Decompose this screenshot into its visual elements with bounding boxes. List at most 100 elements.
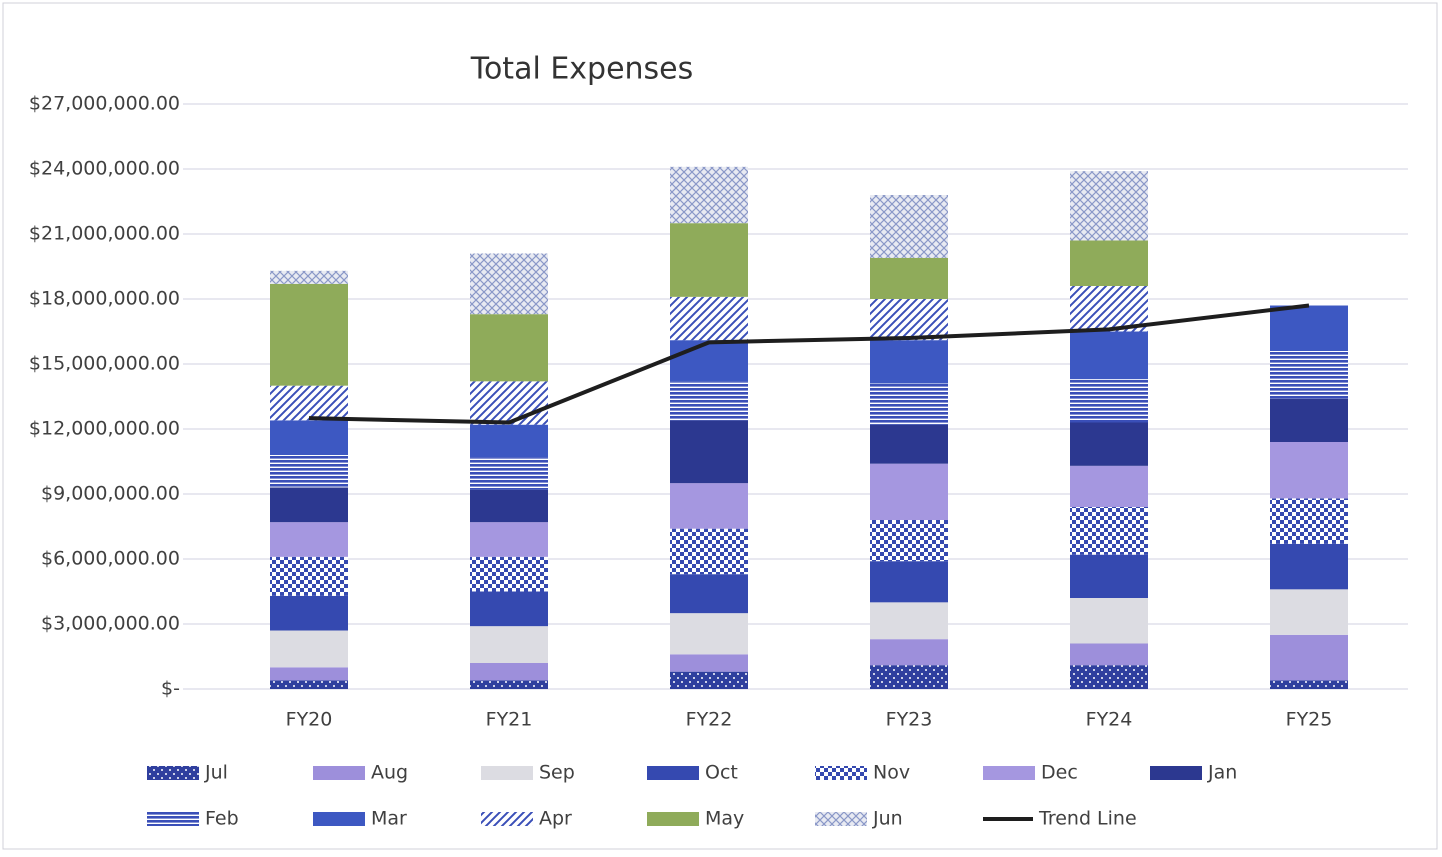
bar-segment	[870, 383, 948, 425]
bar-segment	[270, 630, 348, 668]
legend-swatch	[815, 812, 867, 826]
y-tick-label: $9,000,000.00	[41, 483, 180, 505]
bar-segment	[870, 463, 948, 520]
bar-segment	[1270, 351, 1348, 399]
bar-segment	[1070, 507, 1148, 555]
bar-segment	[670, 223, 748, 297]
bar-segment	[870, 602, 948, 640]
bar-segment	[270, 385, 348, 421]
x-tick-label: FY25	[1286, 709, 1333, 731]
legend-swatch	[147, 812, 199, 826]
trend-line	[308, 303, 1310, 425]
bar-segment	[1270, 398, 1348, 442]
bar-segment	[1070, 598, 1148, 644]
legend-swatch	[481, 812, 533, 826]
legend-swatch	[647, 766, 699, 780]
legend-label: Jul	[204, 762, 228, 784]
legend-label: Sep	[539, 762, 575, 784]
bar-segment	[1070, 286, 1148, 332]
bar-segment	[1070, 331, 1148, 380]
bar-segment	[470, 591, 548, 627]
bar-segment	[270, 283, 348, 386]
bar-segment	[470, 253, 548, 315]
bar-segment	[670, 654, 748, 672]
bar-segment	[470, 424, 548, 458]
bar-segment	[470, 314, 548, 382]
legend-swatch	[313, 766, 365, 780]
bar-segment	[270, 556, 348, 596]
bar-segment	[470, 663, 548, 681]
chart-title: Total Expenses	[470, 52, 694, 87]
legend-swatch	[815, 766, 867, 780]
bar-segment	[470, 680, 548, 689]
bar-segment	[670, 528, 748, 575]
bar-segment	[270, 680, 348, 689]
legend-label: Oct	[705, 762, 738, 784]
bar-segment	[870, 257, 948, 299]
legend-label: Nov	[873, 762, 910, 784]
legend-label: Aug	[371, 762, 408, 784]
bar-segment	[670, 381, 748, 421]
bar-segment	[870, 520, 948, 562]
bar-segment	[470, 522, 548, 557]
bar-segment	[670, 483, 748, 529]
legend-label: Trend Line	[1038, 808, 1137, 830]
bar-segment	[870, 195, 948, 258]
y-tick-label: $21,000,000.00	[29, 223, 180, 245]
legend-swatch	[481, 766, 533, 780]
bar-segment	[870, 639, 948, 666]
bar-segment	[270, 522, 348, 557]
bar-segment	[670, 340, 748, 382]
bar-segment	[870, 561, 948, 603]
y-tick-label: $6,000,000.00	[41, 548, 180, 570]
bar-segment	[870, 424, 948, 464]
x-tick-label: FY23	[886, 709, 933, 731]
bar-segment	[270, 455, 348, 488]
bar-segment	[1070, 422, 1148, 466]
bar-segment	[1070, 643, 1148, 666]
bar-segment	[270, 667, 348, 681]
legend-swatch	[1150, 766, 1202, 780]
y-tick-label: $-	[161, 678, 180, 700]
legend-swatch	[983, 766, 1035, 780]
bar-segment	[1270, 442, 1348, 499]
legend-label: Feb	[205, 808, 239, 830]
x-tick-label: FY20	[286, 709, 333, 731]
legend-label: May	[705, 808, 744, 830]
bar-segment	[670, 420, 748, 484]
y-tick-label: $12,000,000.00	[29, 418, 180, 440]
bar-segment	[1070, 171, 1148, 241]
bar-segment	[470, 457, 548, 490]
bar-segment	[270, 487, 348, 523]
bar-segment	[1270, 589, 1348, 635]
bar-segment	[270, 595, 348, 631]
y-tick-label: $18,000,000.00	[29, 288, 180, 310]
bar-segment	[1270, 634, 1348, 681]
bar-segment	[870, 299, 948, 341]
legend-swatch	[313, 812, 365, 826]
bar-segment	[1070, 554, 1148, 598]
bar-segment	[670, 671, 748, 689]
bar-segment	[470, 626, 548, 663]
legend-swatch	[647, 812, 699, 826]
bar-segment	[270, 270, 348, 284]
bar-segment	[1270, 543, 1348, 590]
bar-segment	[470, 381, 548, 425]
bar-segment	[470, 489, 548, 523]
bar-segment	[1070, 379, 1148, 423]
bar-segment	[1070, 665, 1148, 689]
legend-label: Dec	[1041, 762, 1078, 784]
x-tick-label: FY22	[686, 709, 733, 731]
legend-label: Jun	[872, 808, 903, 830]
y-tick-label: $15,000,000.00	[29, 353, 180, 375]
legend-label: Mar	[371, 808, 407, 830]
bar-segment	[1270, 305, 1348, 351]
bar-segment	[1270, 498, 1348, 544]
bar-segment	[670, 296, 748, 341]
bar-segment	[670, 613, 748, 655]
legend-label: Jan	[1207, 762, 1237, 784]
bar-segment	[1070, 465, 1148, 507]
y-tick-label: $27,000,000.00	[29, 93, 180, 115]
x-tick-label: FY24	[1086, 709, 1133, 731]
